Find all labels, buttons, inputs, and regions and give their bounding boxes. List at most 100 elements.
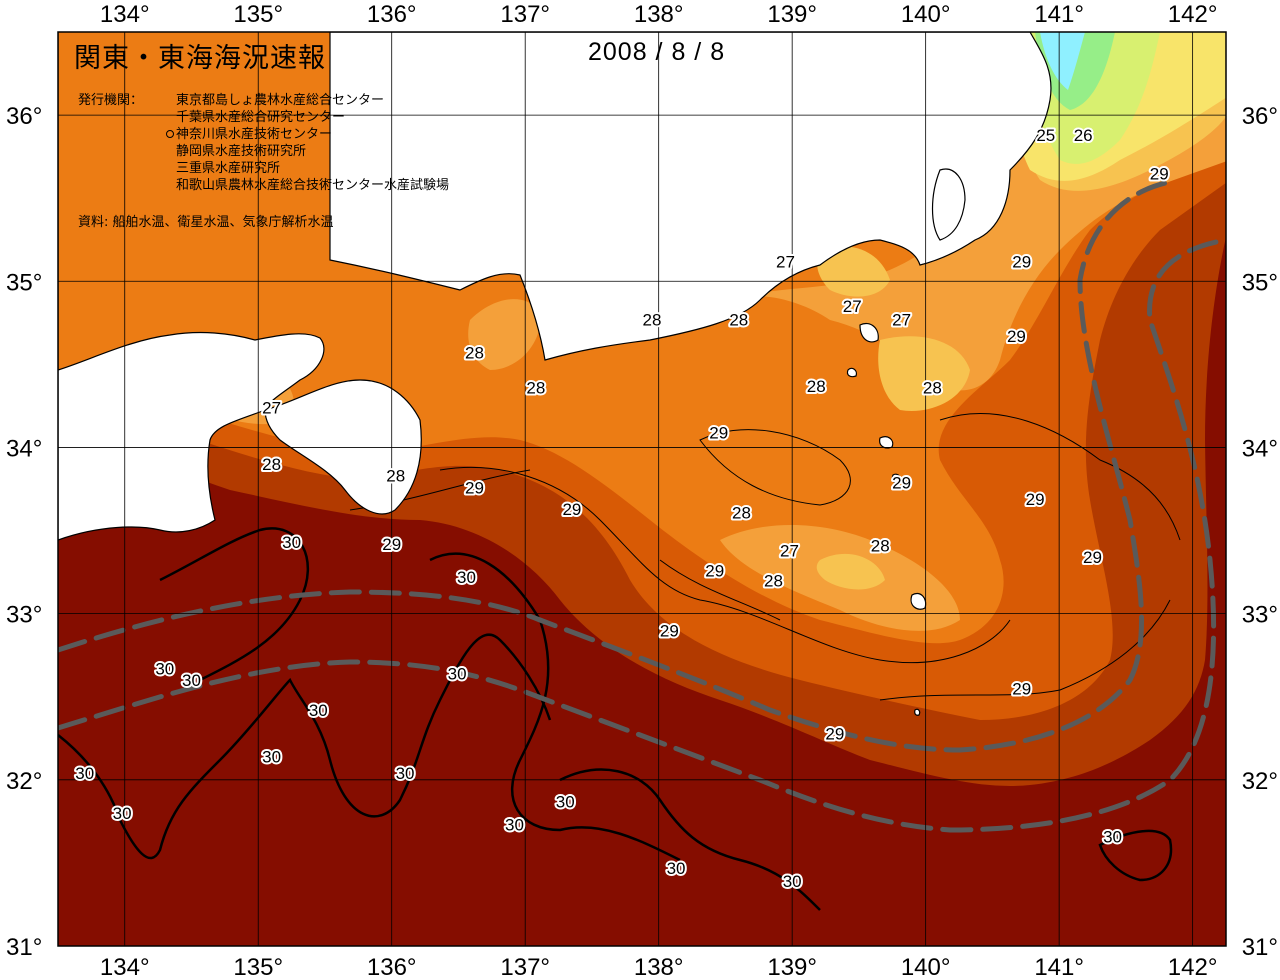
aogashima-island [914,708,921,716]
longitude-tick-label: 140° [901,1,951,28]
issuer-item: 和歌山県農林水産総合技術センター水産試験場 [176,178,450,193]
issuer-item: 静岡県水産技術研究所 [176,144,307,159]
temperature-label: 29 [465,478,484,497]
temperature-label: 28 [764,571,783,590]
temperature-label: 30 [113,804,132,823]
temperature-label: 27 [843,297,862,316]
longitude-tick-label: 139° [767,1,817,28]
temperature-label: 29 [892,473,911,492]
temperature-label: 30 [448,664,467,683]
temperature-label: 25 [1036,126,1055,145]
temperature-label: 27 [776,252,795,271]
longitude-ticks-top: 134° 135° 136° 137° 138° 139° 140° 141° 142° [100,1,1218,28]
niijima-island [846,367,857,378]
temperature-labels: 25 26 29 27 29 27 27 28 28 29 28 28 28 28 27 29 28 28 29 29… [73,124,1170,893]
temperature-label: 30 [155,659,174,678]
temperature-label: 29 [1026,490,1045,509]
latitude-ticks-left: 31° 32° 33° 34° 35° 36° [6,103,42,961]
longitude-tick-label: 140° [901,954,951,980]
latitude-tick-label: 36° [6,103,42,130]
sea-surface-temperature-field [58,32,1226,946]
temperature-label: 27 [892,310,911,329]
longitude-tick-label: 142° [1168,1,1218,28]
marker-circle-icon [166,130,174,138]
temperature-label: 30 [262,748,281,767]
temperature-label: 30 [75,764,94,783]
temperature-label: 30 [505,816,524,835]
longitude-tick-label: 136° [367,1,417,28]
temperature-label: 29 [825,724,844,743]
latitude-tick-label: 31° [6,934,42,961]
temperature-label: 29 [709,423,728,442]
kuroshio-axis [58,179,1226,833]
issuer-item: 東京都島しょ農林水産総合センター [176,93,385,108]
issuer-list: 東京都島しょ農林水産総合センター 千葉県水産総合研究センター 神奈川県水産技術セ… [166,92,450,194]
latitude-tick-label: 33° [6,602,42,629]
hachijo-island [910,592,927,610]
temperature-label: 30 [182,671,201,690]
data-source: 資料: 船舶水温、衛星水温、気象庁解析水温 [78,215,334,230]
temperature-label: 28 [729,310,748,329]
temperature-label: 27 [780,541,799,560]
temperature-label: 29 [1150,164,1169,183]
temperature-label: 30 [396,764,415,783]
longitude-tick-label: 135° [233,954,283,980]
temperature-label: 29 [382,535,401,554]
temperature-label: 28 [465,344,484,363]
temperature-label: 30 [309,701,328,720]
temperature-label: 30 [1103,827,1122,846]
longitude-tick-label: 134° [100,1,150,28]
latitude-tick-label: 32° [6,768,42,795]
issuer-item: 三重県水産研究所 [176,161,281,176]
longitude-tick-label: 137° [500,954,550,980]
temperature-label: 28 [526,379,545,398]
temperature-label: 30 [783,872,802,891]
temperature-label: 29 [1012,252,1031,271]
sst-27-region [816,32,1226,590]
longitude-tick-label: 138° [634,954,684,980]
longitude-tick-label: 141° [1034,1,1084,28]
latitude-tick-label: 36° [1242,103,1278,130]
longitude-ticks-bottom: 134° 135° 136° 137° 138° 139° 140° 141° 142° [100,954,1218,980]
temperature-label: 28 [807,377,826,396]
latitude-tick-label: 35° [1242,269,1278,296]
temperature-label: 28 [643,310,662,329]
temperature-label: 28 [732,503,751,522]
latitude-tick-label: 33° [1242,602,1278,629]
izu-oshima-island [859,322,879,343]
boso-peninsula-land [931,168,966,241]
longitude-tick-label: 136° [367,954,417,980]
sst-23-region [1040,32,1085,90]
latitude-tick-label: 35° [6,269,42,296]
issuer-item: 千葉県水産総合研究センター [176,110,346,125]
map-date: 2008 / 8 / 8 [588,38,726,66]
latitude-tick-label: 31° [1242,934,1278,961]
kii-peninsula-land [264,379,422,515]
temperature-label: 29 [1012,679,1031,698]
temperature-label: 28 [386,467,405,486]
temperature-label: 28 [871,537,890,556]
temperature-label: 29 [1007,327,1026,346]
temperature-label: 28 [923,379,942,398]
latitude-tick-label: 32° [1242,768,1278,795]
temperature-label: 29 [660,621,679,640]
map-title: 関東・東海海況速報 [74,43,326,74]
issuer-item: 神奈川県水産技術センター [166,126,449,143]
longitude-tick-label: 134° [100,954,150,980]
longitude-tick-label: 138° [634,1,684,28]
mikura-island [891,473,902,484]
temperature-label: 30 [667,859,686,878]
longitude-tick-label: 142° [1168,954,1218,980]
miyake-island [879,436,894,449]
longitude-tick-label: 137° [500,1,550,28]
temperature-label: 28 [262,455,281,474]
longitude-tick-label: 141° [1034,954,1084,980]
temperature-label: 29 [1083,548,1102,567]
latitude-tick-label: 34° [1242,435,1278,462]
temperature-label: 29 [705,561,724,580]
latitude-tick-label: 34° [6,435,42,462]
temperature-label: 27 [262,399,281,418]
longitude-tick-label: 135° [233,1,283,28]
isotherm-30 [58,527,1173,911]
temperature-label: 29 [562,500,581,519]
